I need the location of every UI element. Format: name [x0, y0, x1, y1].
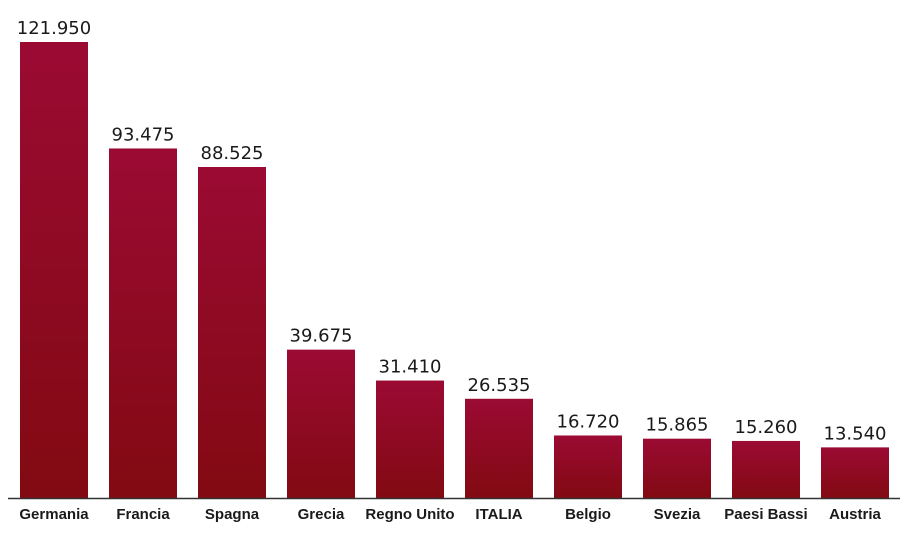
bar-value-label: 88.525	[201, 143, 264, 164]
category-label: Francia	[116, 506, 170, 523]
bar	[732, 440, 800, 498]
bar	[20, 42, 88, 498]
bar-value-label: 15.260	[735, 417, 798, 438]
bar-value-label: 121.950	[17, 18, 91, 39]
bar-value-label: 13.540	[824, 423, 887, 444]
category-label: Paesi Bassi	[724, 506, 807, 523]
category-label: Svezia	[654, 506, 701, 523]
category-label: Regno Unito	[365, 506, 454, 523]
category-labels-group: Germania Francia Spagna Grecia Regno Unito IT…	[19, 506, 881, 523]
bar	[376, 380, 444, 498]
bar	[198, 166, 266, 498]
bar-value-label: 15.865	[646, 415, 709, 436]
value-labels-group: 121.950 93.475 88.525 39.675 31.410 26.535 16.…	[17, 18, 887, 444]
category-label: ITALIA	[475, 506, 522, 523]
bar-value-label: 39.675	[290, 326, 353, 347]
bar	[287, 349, 355, 498]
bar-value-label: 31.410	[379, 357, 442, 378]
category-label: Belgio	[565, 506, 611, 523]
bar	[821, 447, 889, 498]
bar-value-label: 16.720	[557, 411, 620, 432]
bar	[643, 438, 711, 498]
bar	[554, 435, 622, 498]
bar-value-label: 26.535	[468, 375, 531, 396]
category-label: Austria	[829, 506, 881, 523]
category-label: Spagna	[205, 506, 260, 523]
bars-group	[20, 42, 889, 498]
category-label: Grecia	[298, 506, 345, 523]
bar	[109, 148, 177, 498]
bar	[465, 398, 533, 498]
bar-value-label: 93.475	[112, 124, 175, 145]
category-label: Germania	[19, 506, 89, 523]
